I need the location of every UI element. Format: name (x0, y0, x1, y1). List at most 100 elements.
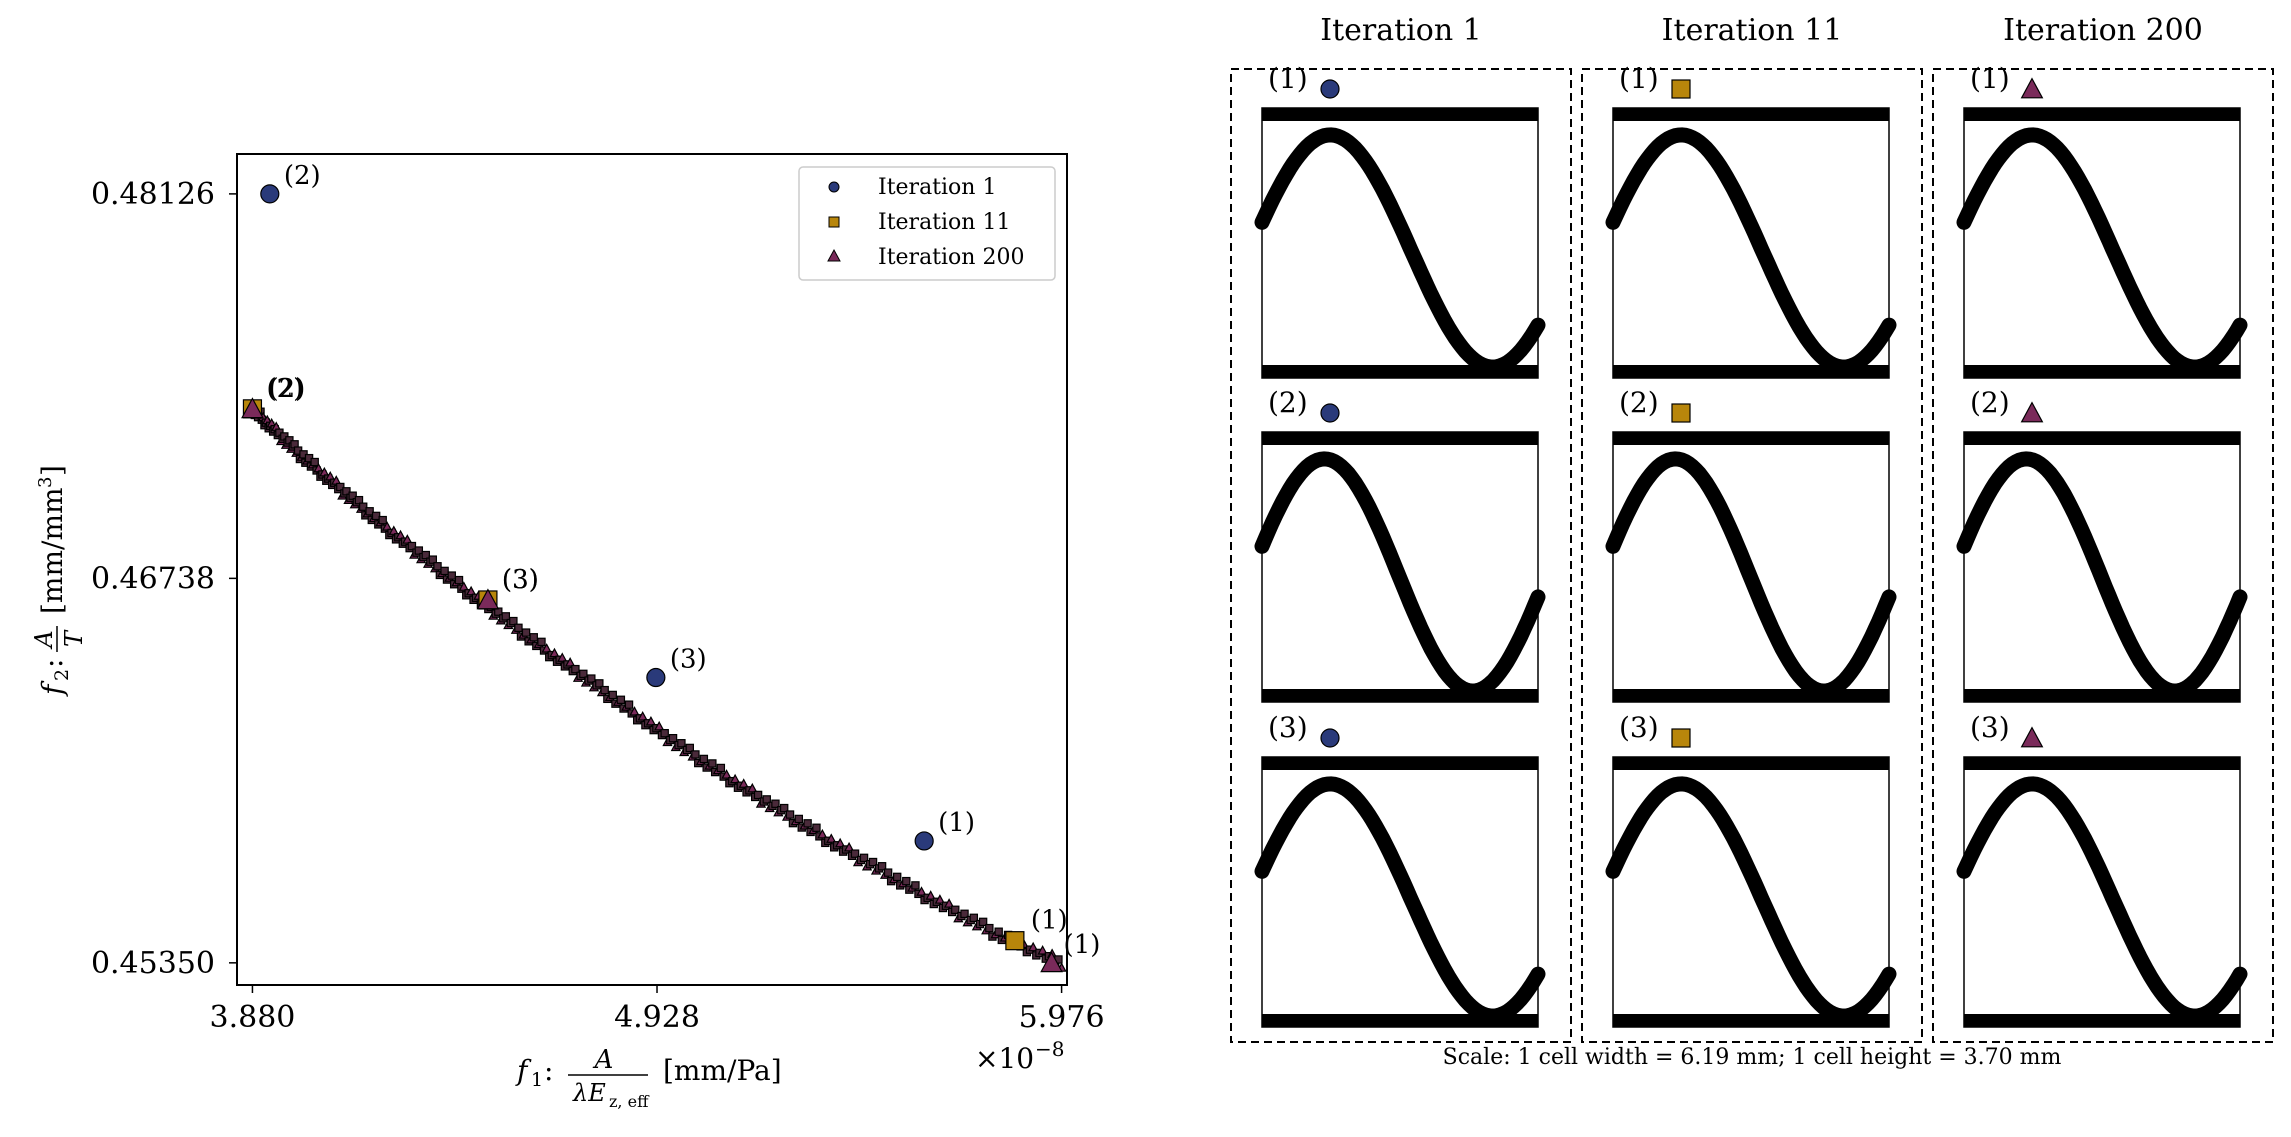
point-label: (2) (268, 374, 305, 404)
y-axis-label-units: [mm/mm (36, 487, 69, 614)
column-panel-frame (1932, 68, 2274, 1043)
cell-marker (1320, 728, 1340, 748)
y-tick-label: 0.45350 (91, 946, 215, 981)
legend-marker-iteration-11 (828, 216, 840, 228)
cell-bottom-bar (1613, 689, 1889, 702)
x-tick-label: 3.880 (209, 1000, 295, 1035)
cell-bottom-bar (1964, 689, 2240, 702)
pareto-point (794, 814, 804, 824)
point-label: (1) (938, 808, 975, 838)
cell-sine-curve (1254, 451, 1546, 699)
pareto-point (1028, 941, 1039, 952)
pareto-point (877, 862, 887, 871)
pareto-point (817, 828, 828, 839)
pareto-point (637, 710, 648, 721)
cell-marker (1320, 79, 1340, 99)
pareto-point (645, 715, 657, 726)
column-panel-frame (1230, 68, 1572, 1043)
point-label: (2) (284, 161, 321, 191)
pareto-point (859, 853, 869, 863)
pareto-point (850, 849, 860, 858)
x-axis-label-prefix: f (515, 1054, 532, 1087)
pareto-point (738, 778, 749, 788)
pareto-point (514, 623, 523, 633)
point-label: (1) (1031, 906, 1068, 936)
cell-bottom-bar (1262, 365, 1538, 378)
pareto-point (883, 868, 893, 877)
cell-top-bar (1613, 432, 1889, 445)
cell-sine-curve (1254, 776, 1546, 1024)
y-axis-label-prefix: f (36, 680, 69, 697)
cell-top-bar (1262, 432, 1538, 445)
pareto-point (371, 511, 381, 521)
point-label: (2) (266, 374, 303, 404)
pareto-point (902, 876, 911, 886)
cell-label: (3) (1268, 711, 1308, 744)
pareto-point (579, 669, 588, 679)
y-axis-label-subscript: 2 (51, 669, 73, 681)
cell-top-bar (1613, 108, 1889, 121)
series-point (914, 831, 934, 851)
pareto-point (354, 495, 364, 505)
y-tick-label: 0.46738 (91, 561, 215, 596)
cell-top-bar (1964, 108, 2240, 121)
y-axis-label-denominator: T (60, 629, 88, 647)
column-title: Iteration 200 (2003, 13, 2203, 48)
legend-marker-iteration-200 (827, 248, 841, 262)
y-axis-label-units-close: ] (36, 465, 69, 476)
y-axis-label-colon: : (36, 659, 69, 668)
pareto-point (587, 674, 596, 683)
cell-bottom-bar (1613, 1014, 1889, 1027)
cell-bottom-bar (1613, 365, 1889, 378)
pareto-point (549, 647, 560, 658)
pareto-point (365, 507, 374, 516)
pareto-point (925, 890, 936, 900)
pareto-point (458, 581, 469, 591)
cell-marker (1671, 403, 1691, 423)
series-point (1040, 951, 1063, 973)
pareto-point (395, 529, 406, 540)
pareto-point (708, 759, 717, 768)
x-axis-offset-text: ×10 −8 (975, 1037, 1064, 1075)
cell-label: (3) (1970, 711, 2010, 744)
pareto-point (529, 633, 538, 642)
pareto-point (402, 534, 413, 544)
cell-marker (2020, 401, 2044, 423)
cell-bottom-bar (1964, 365, 2240, 378)
pareto-point (803, 819, 812, 828)
cell-top-bar (1613, 757, 1889, 770)
x-axis-label-units: [mm/Pa] (663, 1054, 782, 1087)
x-tick-label: 5.976 (1019, 1000, 1105, 1035)
plot-area-frame (236, 153, 1068, 986)
pareto-point (785, 810, 795, 819)
pareto-point (1037, 945, 1048, 955)
x-axis-label-denominator-subscript: z, eff (609, 1092, 650, 1111)
pareto-point (616, 695, 626, 704)
point-label: (1) (1064, 930, 1101, 960)
pareto-point (624, 700, 634, 709)
cell-top-bar (1964, 757, 2240, 770)
pareto-point (994, 927, 1003, 936)
pareto-point (660, 728, 669, 738)
pareto-front-markers (247, 403, 1067, 972)
pareto-point (440, 566, 449, 576)
cell-bottom-bar (1262, 1014, 1538, 1027)
x-axis-label-denominator: λE (572, 1079, 606, 1107)
pareto-point (359, 502, 368, 511)
cell-label: (2) (1268, 386, 1308, 419)
cell-sine-curve (1956, 451, 2248, 699)
pareto-point (629, 706, 640, 716)
x-axis-offset-exponent: −8 (1035, 1037, 1064, 1061)
pareto-point (388, 525, 399, 535)
cell-marker (2020, 726, 2044, 748)
pareto-point (465, 585, 477, 596)
pareto-point (916, 886, 927, 896)
cell-sine-curve (1605, 127, 1897, 375)
x-axis-offset-base: ×10 (975, 1042, 1034, 1075)
pareto-point (654, 720, 665, 731)
legend-label-iteration-1: Iteration 1 (878, 175, 996, 200)
pareto-point (892, 872, 902, 882)
cell-top-bar (1964, 432, 2240, 445)
pareto-point (911, 881, 920, 890)
